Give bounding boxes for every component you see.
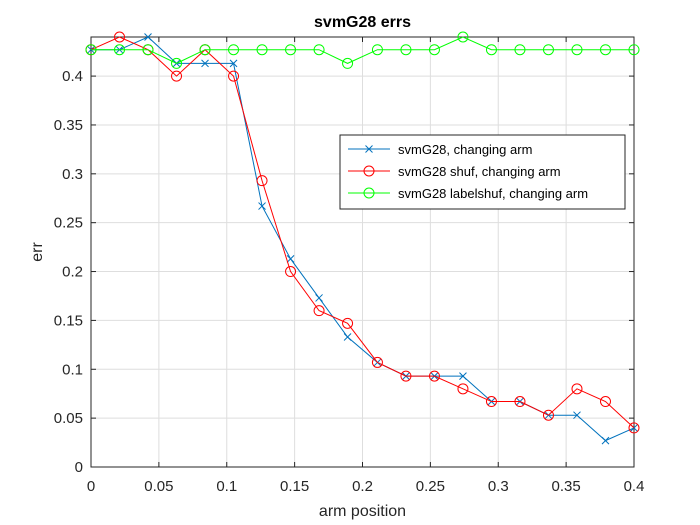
series-1-point [573,411,581,420]
series-2 [85,31,640,434]
legend-swatch-marker [365,145,373,153]
series-2-point [514,396,526,408]
series-3-point [485,44,497,56]
y-tick-label: 0.35 [54,117,83,134]
series-1-point-stroke [573,411,581,420]
series-1-point [343,333,352,341]
series-2-point [628,422,640,434]
series-3-point [428,44,440,56]
x-tick-label: 0.3 [488,478,509,495]
series-2-point [313,305,325,317]
series-1-point [144,33,152,41]
legend-entry-2: svmG28 shuf, changing arm [348,164,561,179]
series-3-point [228,44,240,56]
series-1-point-stroke [144,33,152,41]
series-1-point [459,372,467,380]
series-2-point [171,70,183,82]
legend-swatch-marker-stroke [365,145,373,153]
y-tick-label: 0.2 [62,264,83,281]
y-tick-label: 0.05 [54,410,83,427]
legend-entry-1: svmG28, changing arm [348,142,532,157]
y-tick-label: 0.4 [62,68,83,85]
legend: svmG28, changing arm svmG28 shuf, changin… [339,134,626,210]
series-1-point-stroke [201,59,209,68]
series-2-point [457,383,469,395]
legend-label: svmG28 labelshuf, changing arm [398,186,588,201]
series-3-point [371,44,383,56]
series-1-point [601,436,610,445]
legend-swatch-marker [363,165,375,177]
series-layer [85,31,640,445]
series-1-point-stroke [315,294,323,302]
y-tick-label: 0.15 [54,312,83,329]
legend-label: svmG28, changing arm [398,142,532,157]
series-2-point [228,70,240,82]
series-3-point [142,44,154,56]
series-3-point [285,44,297,56]
series-1-point [258,202,266,210]
x-tick-label: 0.15 [280,478,309,495]
series-2-point [571,383,583,395]
legend-swatch-marker [363,187,375,199]
series-2-point [285,266,297,278]
series-2-point [342,317,354,329]
series-1-point-stroke [601,436,610,445]
series-3-point [628,44,640,56]
series-2-point [371,356,383,368]
series-2-point [542,409,554,421]
series-3-point [313,44,325,56]
series-1-point-stroke [229,59,238,68]
x-tick-label: 0.1 [216,478,237,495]
series-3-point [514,44,526,56]
series-1-point [201,59,209,68]
series-1-point [286,254,295,263]
y-tick-label: 0.1 [62,361,83,378]
series-1-point-stroke [343,333,352,341]
axis-ticks: 0 0.05 0.1 0.15 0.2 0.25 0.3 0.35 0.4 0 0.05 0.1 0.1… [54,37,645,495]
x-tick-label: 0 [87,478,95,495]
series-2-point [400,370,412,382]
series-3-point [114,44,126,56]
legend-label: svmG28 shuf, changing arm [398,164,561,179]
x-tick-label: 0.05 [144,478,173,495]
series-3-point [171,57,183,69]
series-3 [85,31,640,69]
series-1-point-stroke [258,202,266,210]
x-tick-label: 0.4 [624,478,645,495]
series-2-point [256,175,268,187]
series-3-point [599,44,611,56]
y-tick-label: 0.3 [62,166,83,183]
series-1-point [229,59,238,68]
chart-title: svmG28 errs [314,14,411,31]
series-3-point [400,44,412,56]
x-tick-label: 0.35 [552,478,581,495]
y-tick-label: 0.25 [54,215,83,232]
series-1-point-stroke [459,372,467,380]
legend-entry-3: svmG28 labelshuf, changing arm [348,186,588,201]
series-3-point [85,44,97,56]
y-axis-label: err [29,242,46,262]
series-2-point [599,396,611,408]
series-3-point [199,44,211,56]
series-1-point-stroke [286,254,295,263]
series-2-point [428,370,440,382]
x-tick-label: 0.25 [416,478,445,495]
series-3-point [342,57,354,69]
series-3-point [571,44,583,56]
series-3-point [542,44,554,56]
y-tick-label: 0 [75,459,83,476]
series-1-point [315,294,323,302]
series-3-point [256,44,268,56]
x-axis-label: arm position [319,503,406,520]
series-3-point [457,31,469,43]
legend-box [339,134,626,210]
series-2-point [114,31,126,43]
series-2-point [485,396,497,408]
x-tick-label: 0.2 [352,478,373,495]
